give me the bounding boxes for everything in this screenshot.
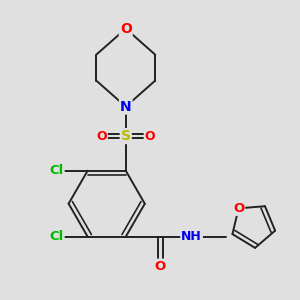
Text: S: S — [121, 129, 131, 143]
Text: NH: NH — [181, 230, 202, 243]
Text: O: O — [145, 130, 155, 142]
Text: O: O — [120, 22, 132, 36]
Text: Cl: Cl — [49, 164, 64, 177]
Text: O: O — [96, 130, 107, 142]
Text: O: O — [155, 260, 166, 273]
Text: N: N — [120, 100, 132, 114]
Text: Cl: Cl — [49, 230, 64, 243]
Text: O: O — [233, 202, 244, 215]
